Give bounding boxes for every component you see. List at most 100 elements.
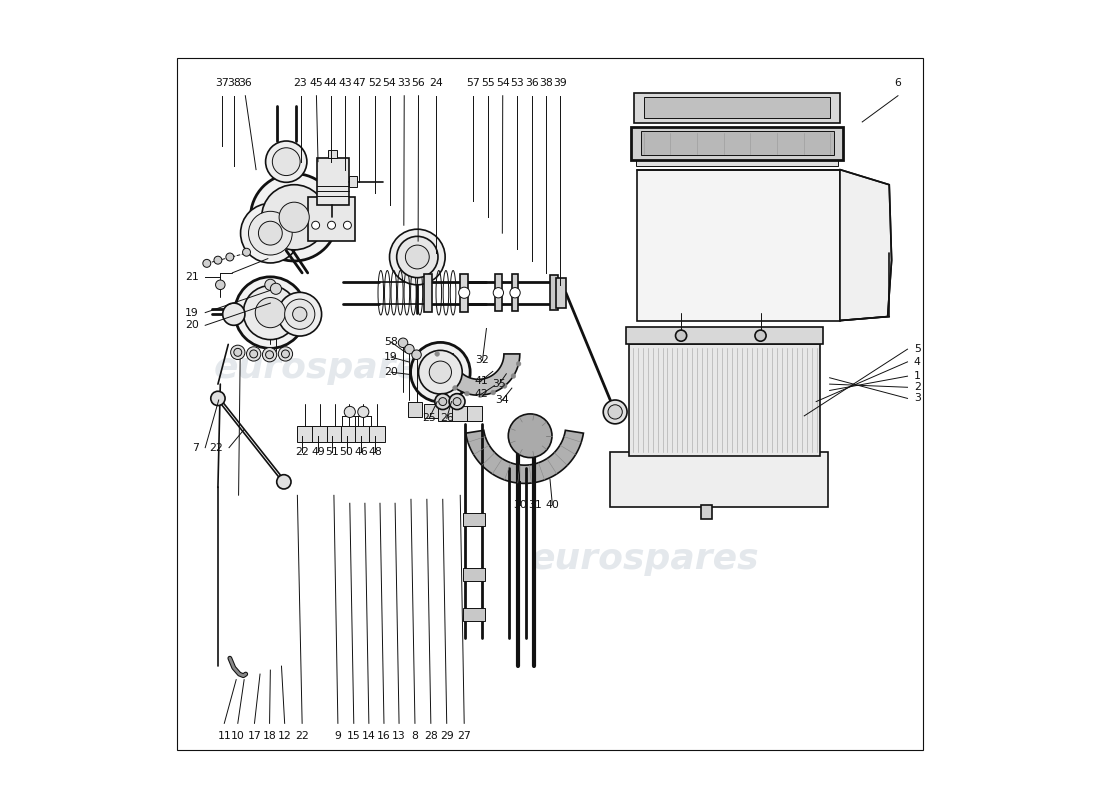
Text: 31: 31	[528, 500, 542, 510]
Bar	[637, 170, 840, 321]
Text: 24: 24	[429, 78, 442, 88]
Bar	[636, 158, 838, 166]
Bar	[644, 98, 830, 118]
Text: 23: 23	[294, 78, 307, 88]
Text: 46: 46	[354, 446, 367, 457]
Polygon shape	[840, 170, 892, 321]
Ellipse shape	[265, 350, 274, 358]
Text: 3: 3	[914, 394, 921, 403]
Circle shape	[243, 248, 251, 256]
Circle shape	[328, 222, 336, 229]
Circle shape	[211, 391, 226, 406]
Circle shape	[512, 374, 516, 378]
Circle shape	[516, 362, 521, 366]
Ellipse shape	[246, 346, 261, 361]
Text: 55: 55	[481, 78, 495, 88]
Bar	[312, 426, 329, 442]
Circle shape	[405, 344, 415, 354]
Ellipse shape	[265, 141, 307, 182]
Text: 2: 2	[914, 382, 921, 392]
Text: 13: 13	[393, 731, 406, 742]
Bar	[368, 426, 385, 442]
Circle shape	[443, 376, 448, 381]
Ellipse shape	[250, 350, 257, 358]
Bar	[438, 406, 452, 421]
Text: 56: 56	[411, 78, 426, 88]
Ellipse shape	[273, 148, 300, 175]
Text: 30: 30	[513, 500, 527, 510]
Text: 26: 26	[440, 414, 453, 423]
Bar	[635, 93, 840, 122]
Text: 47: 47	[352, 78, 366, 88]
Text: 19: 19	[384, 352, 398, 362]
Bar	[463, 513, 485, 526]
Ellipse shape	[222, 303, 245, 326]
Text: 5: 5	[914, 344, 921, 354]
Ellipse shape	[282, 350, 289, 358]
Bar	[308, 198, 355, 241]
Bar	[468, 406, 482, 421]
Bar	[452, 406, 466, 421]
Text: 53: 53	[510, 78, 525, 88]
Ellipse shape	[439, 398, 447, 406]
Text: 22: 22	[295, 731, 309, 742]
Circle shape	[202, 259, 211, 267]
Ellipse shape	[279, 202, 309, 232]
Text: 7: 7	[192, 442, 199, 453]
Circle shape	[437, 365, 442, 370]
Text: 29: 29	[440, 731, 453, 742]
Ellipse shape	[293, 307, 307, 322]
Bar	[355, 426, 372, 442]
Ellipse shape	[397, 236, 438, 278]
Text: 20: 20	[384, 367, 398, 377]
Bar	[626, 327, 823, 344]
Bar	[629, 344, 821, 456]
Ellipse shape	[243, 286, 297, 340]
Text: eurospares: eurospares	[531, 542, 760, 576]
Circle shape	[226, 253, 234, 261]
Text: 22: 22	[209, 442, 222, 453]
Bar	[701, 505, 712, 519]
Circle shape	[343, 222, 351, 229]
Text: 19: 19	[185, 308, 199, 318]
Ellipse shape	[410, 342, 470, 402]
Circle shape	[358, 406, 368, 418]
Text: eurospares: eurospares	[213, 351, 442, 386]
Text: 39: 39	[553, 78, 568, 88]
Text: 36: 36	[239, 78, 252, 88]
Ellipse shape	[603, 400, 627, 424]
Bar	[463, 569, 485, 581]
Text: 40: 40	[546, 500, 559, 510]
Text: 11: 11	[218, 731, 231, 742]
Circle shape	[477, 393, 483, 398]
Ellipse shape	[255, 298, 286, 328]
Bar	[609, 452, 828, 507]
Text: 36: 36	[525, 78, 539, 88]
Text: 17: 17	[248, 731, 262, 742]
Circle shape	[411, 350, 421, 359]
Ellipse shape	[251, 174, 338, 261]
Circle shape	[311, 222, 320, 229]
Circle shape	[271, 283, 282, 294]
Ellipse shape	[249, 211, 293, 255]
Text: 6: 6	[894, 78, 901, 88]
Text: 35: 35	[493, 379, 506, 389]
Circle shape	[503, 383, 507, 388]
Ellipse shape	[278, 346, 293, 361]
Text: 44: 44	[323, 78, 338, 88]
Bar	[557, 278, 565, 308]
Text: 32: 32	[475, 355, 490, 366]
Text: 16: 16	[377, 731, 390, 742]
Circle shape	[398, 338, 408, 347]
Ellipse shape	[389, 229, 446, 285]
Bar	[317, 158, 349, 206]
Ellipse shape	[263, 347, 277, 362]
Text: 25: 25	[422, 414, 436, 423]
Ellipse shape	[508, 414, 552, 458]
Text: 54: 54	[383, 78, 396, 88]
Text: 27: 27	[458, 731, 471, 742]
Text: 4: 4	[914, 357, 921, 367]
Bar	[463, 608, 485, 621]
Polygon shape	[465, 430, 583, 483]
Circle shape	[675, 330, 686, 342]
